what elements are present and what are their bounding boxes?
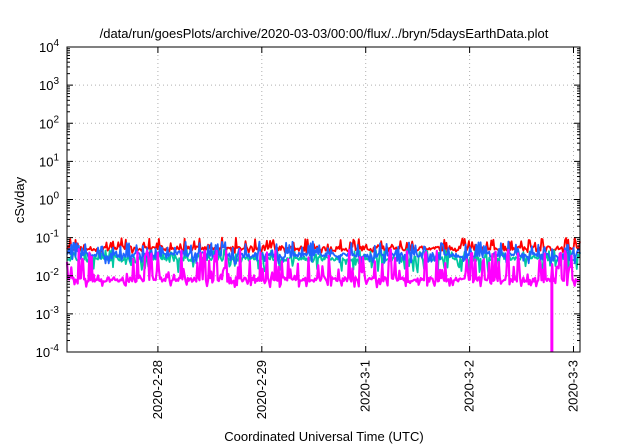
chart-title: /data/run/goesPlots/archive/2020-03-03/0… bbox=[100, 26, 549, 41]
y-tick-label: 100 bbox=[39, 191, 59, 208]
y-tick-label: 10-1 bbox=[36, 229, 60, 246]
series-line bbox=[66, 236, 581, 254]
x-tick-label: 2020-2-29 bbox=[254, 360, 269, 419]
x-tick-label: 2020-3-1 bbox=[358, 360, 373, 412]
y-tick-label: 10-4 bbox=[36, 343, 60, 360]
series-layer bbox=[65, 236, 581, 352]
y-tick-label: 10-3 bbox=[36, 305, 60, 322]
y-tick-label: 104 bbox=[39, 38, 59, 55]
grid bbox=[67, 47, 580, 352]
y-axis-title: cSv/day bbox=[12, 176, 27, 223]
y-axis: 10-4 10-3 10-2 10-1 100 101 102 103 104 bbox=[36, 38, 580, 360]
x-tick-label: 2020-3-2 bbox=[462, 360, 477, 412]
y-tick-label: 10-2 bbox=[36, 267, 60, 284]
x-tick-label: 2020-2-28 bbox=[150, 360, 165, 419]
y-tick-label: 102 bbox=[39, 114, 59, 131]
x-axis: 2020-2-28 2020-2-29 2020-3-1 2020-3-2 2020-3… bbox=[150, 47, 581, 419]
x-tick-label: 2020-3-3 bbox=[566, 360, 581, 412]
x-axis-title: Coordinated Universal Time (UTC) bbox=[224, 429, 423, 444]
y-tick-label: 101 bbox=[39, 152, 59, 169]
series-line bbox=[65, 248, 581, 289]
y-tick-label: 103 bbox=[39, 76, 59, 93]
